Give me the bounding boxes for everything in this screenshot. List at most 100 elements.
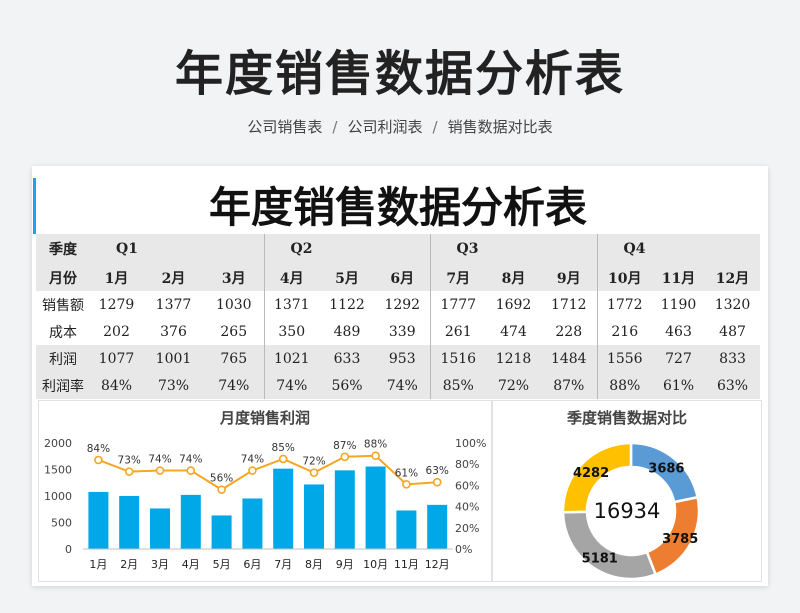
- data-label: 88%: [364, 439, 387, 451]
- y2-tick-label: 80%: [455, 458, 479, 471]
- table-cell: 1279: [98, 296, 135, 313]
- month-cell: 5月: [319, 264, 376, 291]
- donut-slice: [561, 441, 633, 514]
- bar: [365, 466, 386, 549]
- bar: [304, 484, 324, 549]
- bar: [242, 498, 263, 549]
- table-cell: 1218: [486, 345, 542, 372]
- breadcrumb-item-company-sales[interactable]: 公司销售表: [247, 118, 323, 136]
- table-cell: 487: [719, 323, 746, 340]
- row-label: 销售额: [42, 297, 84, 314]
- sales-data-table: 季度 Q1 Q2 Q3 Q4 月份 1月 2月 3月 4月 5月 6月 7月 8…: [36, 234, 761, 399]
- y2-tick-label: 0%: [455, 543, 472, 556]
- table-cell: 73%: [143, 372, 204, 399]
- table-cell: 1001: [143, 345, 204, 372]
- bar: [88, 491, 109, 549]
- table-cell: 1320: [714, 296, 751, 313]
- breadcrumb-separator: /: [332, 118, 338, 136]
- bar: [180, 494, 201, 549]
- x-tick-label: 10月: [363, 558, 388, 571]
- data-label: 74%: [148, 454, 171, 466]
- y2-tick-label: 60%: [455, 479, 479, 492]
- table-cell: 88%: [596, 372, 653, 399]
- data-label: 85%: [272, 442, 295, 454]
- table-cell: 633: [319, 345, 376, 372]
- data-label: 74%: [179, 454, 202, 466]
- data-label: 63%: [426, 465, 449, 477]
- data-label: 84%: [87, 443, 110, 455]
- y2-tick-label: 20%: [455, 522, 479, 535]
- table-cell: 87%: [541, 372, 598, 399]
- monthly-profit-chart-panel: 2000 1500 1000 500 0 100% 80% 60% 40% 20% 0% 1月 2月 3月…: [38, 400, 492, 582]
- slice-label: 5181: [582, 551, 618, 566]
- month-cell: 10月: [596, 264, 653, 291]
- line-point: [402, 480, 411, 489]
- table-cell: 1772: [596, 291, 653, 318]
- quarterly-comparison-chart-panel: 3686 3785 5181 4282 季度销售数据对比 16934: [492, 400, 762, 582]
- y-tick-label: 1000: [44, 490, 72, 503]
- data-label: 56%: [210, 473, 233, 485]
- chart-title: 季度销售数据对比: [566, 409, 687, 427]
- table-cell: 833: [705, 345, 761, 372]
- table-cell: 1030: [215, 296, 252, 313]
- table-cell: 1292: [384, 296, 421, 313]
- table-cell: 489: [333, 323, 361, 340]
- table-cell: 216: [596, 318, 653, 345]
- cost-row: 成本 202 376 265 350 489 339 261 474 228 2…: [36, 318, 760, 345]
- month-cell: 3月: [204, 264, 265, 291]
- quarter-cell: Q2: [263, 234, 431, 264]
- line-point: [432, 477, 442, 487]
- line-point: [155, 466, 165, 475]
- line-point: [217, 485, 226, 494]
- profit-rate-row: 利润率 84% 73% 74% 74% 56% 74% 85% 72% 87% …: [36, 372, 761, 399]
- row-label: 成本: [49, 324, 77, 341]
- month-cell: 1月: [90, 264, 143, 291]
- table-cell: 350: [263, 318, 320, 345]
- table-cell: 265: [220, 323, 248, 340]
- month-cell: 6月: [375, 264, 431, 291]
- bar: [150, 508, 170, 549]
- monthly-profit-chart: 2000 1500 1000 500 0 100% 80% 60% 40% 20% 0% 1月 2月 3月…: [44, 437, 486, 571]
- table-cell: 339: [388, 323, 416, 340]
- table-cell: 1122: [329, 296, 365, 313]
- quarter-cell: Q3: [429, 234, 598, 264]
- breadcrumb-item-sales-comparison[interactable]: 销售数据对比表: [447, 118, 553, 136]
- line-point: [186, 466, 196, 475]
- row-label: 月份: [36, 264, 90, 291]
- month-cell: 7月: [429, 264, 487, 291]
- data-label: 72%: [302, 456, 325, 468]
- table-cell: 85%: [429, 372, 487, 399]
- x-tick-label: 5月: [213, 558, 231, 571]
- table-cell: 1021: [263, 345, 320, 372]
- bar: [334, 470, 355, 549]
- quarter-row: 季度 Q1 Q2 Q3 Q4: [36, 234, 761, 264]
- month-cell: 12月: [705, 264, 761, 291]
- table-cell: 474: [500, 323, 527, 340]
- table-cell: 1077: [90, 345, 143, 372]
- line-point: [371, 451, 380, 461]
- y-tick-label: 2000: [44, 437, 72, 450]
- line-point: [340, 452, 350, 462]
- table-cell: 84%: [90, 372, 143, 399]
- y-tick-label: 0: [65, 543, 72, 556]
- y-tick-label: 500: [51, 517, 72, 530]
- page-title: 年度销售数据分析表: [174, 46, 625, 102]
- slice-label: 3686: [648, 462, 684, 477]
- table-cell: 765: [204, 345, 265, 372]
- line-point: [309, 468, 319, 477]
- table-cell: 61%: [652, 372, 706, 399]
- table-cell: 1556: [596, 345, 653, 372]
- month-cell: 11月: [652, 264, 706, 291]
- x-tick-label: 9月: [336, 558, 354, 571]
- table-cell: 63%: [705, 372, 761, 399]
- data-label: 74%: [241, 454, 264, 466]
- breadcrumb: 公司销售表 / 公司利润表 / 销售数据对比表: [0, 116, 800, 137]
- bar: [119, 495, 140, 549]
- title-accent-bar: [33, 178, 36, 234]
- y2-tick-label: 40%: [455, 501, 479, 514]
- table-cell: 261: [429, 318, 487, 345]
- data-label: 61%: [395, 467, 418, 479]
- table-cell: 1371: [263, 291, 320, 318]
- breadcrumb-item-company-profit[interactable]: 公司利润表: [347, 118, 423, 136]
- row-label: 利润: [36, 345, 90, 372]
